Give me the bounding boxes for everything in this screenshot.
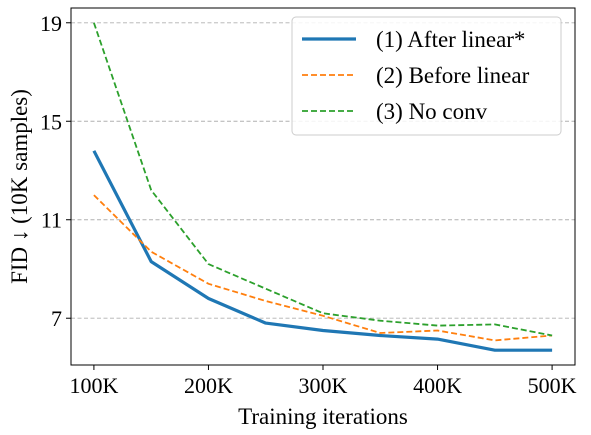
axis-ticks: 100K 200K 300K 400K 500K 7 11 15 19 [40,11,577,398]
x-axis-label: Training iterations [238,404,408,429]
series-line-2 [93,194,553,342]
legend-label-1: (1) After linear* [376,27,525,52]
y-tick-label: 7 [51,306,62,331]
series-lines [92,22,553,352]
legend-label-3: (3) No conv [376,99,488,124]
y-tick-label: 15 [40,109,62,134]
x-tick-label: 100K [69,373,118,398]
x-tick-label: 500K [528,373,577,398]
x-tick-label: 400K [413,373,462,398]
legend: (1) After linear* (2) Before linear (3) No… [291,16,562,136]
x-tick-label: 200K [184,373,233,398]
y-tick-label: 19 [40,11,62,36]
y-axis-label: FID ↓ (10K samples) [7,89,32,284]
x-tick-label: 300K [299,373,348,398]
legend-box [291,16,562,136]
series-line-3 [93,22,553,337]
series-line-1 [92,150,553,352]
y-tick-label: 11 [41,208,62,233]
legend-label-2: (2) Before linear [376,63,530,88]
